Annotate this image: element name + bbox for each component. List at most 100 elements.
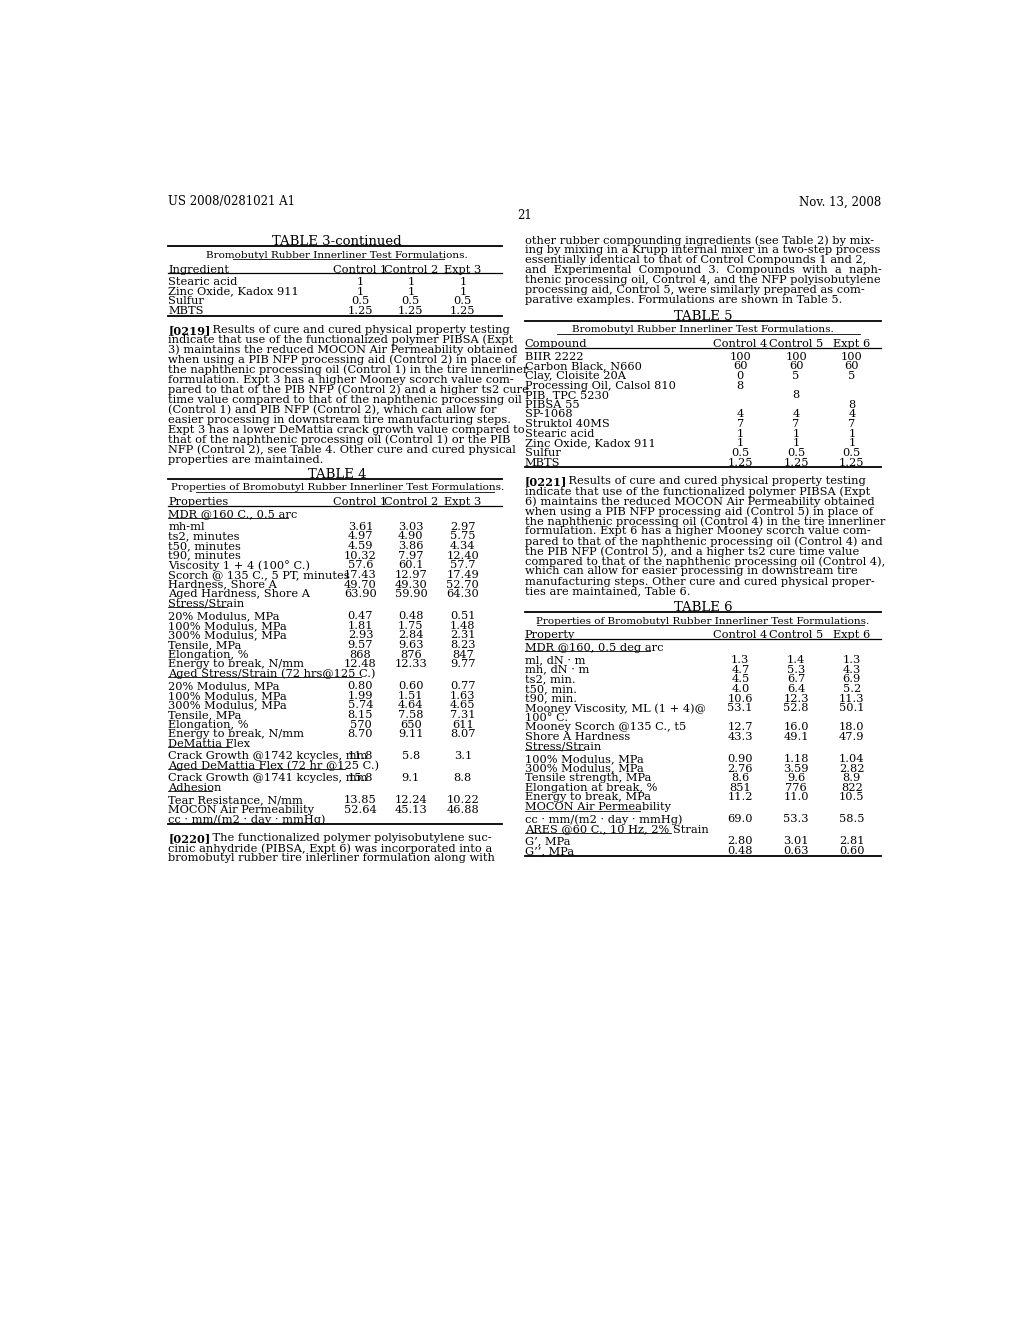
Text: Sulfur: Sulfur: [524, 447, 561, 458]
Text: 18.0: 18.0: [839, 722, 864, 733]
Text: Tensile, MPa: Tensile, MPa: [168, 710, 242, 721]
Text: 3.1: 3.1: [454, 751, 472, 762]
Text: 0.5: 0.5: [401, 296, 420, 306]
Text: Energy to break, N/mm: Energy to break, N/mm: [168, 730, 304, 739]
Text: ties are maintained, Table 6.: ties are maintained, Table 6.: [524, 586, 690, 597]
Text: 11.0: 11.0: [783, 792, 809, 803]
Text: Viscosity 1 + 4 (100° C.): Viscosity 1 + 4 (100° C.): [168, 561, 310, 572]
Text: 15.8: 15.8: [348, 774, 374, 783]
Text: 1: 1: [793, 438, 800, 449]
Text: Tensile, MPa: Tensile, MPa: [168, 640, 242, 649]
Text: 49.1: 49.1: [783, 733, 809, 742]
Text: 60: 60: [845, 362, 859, 371]
Text: Control 5: Control 5: [769, 339, 823, 350]
Text: 3.03: 3.03: [398, 521, 424, 532]
Text: 8.9: 8.9: [843, 774, 861, 783]
Text: 45.13: 45.13: [394, 805, 427, 814]
Text: 2.80: 2.80: [727, 837, 753, 846]
Text: Stress/Strain: Stress/Strain: [168, 599, 245, 609]
Text: 10.32: 10.32: [344, 550, 377, 561]
Text: 57.6: 57.6: [348, 561, 374, 570]
Text: 1.3: 1.3: [843, 655, 861, 665]
Text: Expt 6: Expt 6: [834, 339, 870, 350]
Text: 52.64: 52.64: [344, 805, 377, 814]
Text: 1.18: 1.18: [783, 754, 809, 764]
Text: that of the naphthenic processing oil (Control 1) or the PIB: that of the naphthenic processing oil (C…: [168, 434, 511, 445]
Text: Hardness, Shore A: Hardness, Shore A: [168, 579, 278, 590]
Text: 4: 4: [793, 409, 800, 420]
Text: 4.0: 4.0: [731, 684, 750, 694]
Text: Energy to break, N/mm: Energy to break, N/mm: [168, 659, 304, 669]
Text: manufacturing steps. Other cure and cured physical proper-: manufacturing steps. Other cure and cure…: [524, 577, 874, 586]
Text: 1.4: 1.4: [786, 655, 805, 665]
Text: 9.77: 9.77: [451, 659, 475, 669]
Text: 8.15: 8.15: [348, 710, 374, 721]
Text: 6.7: 6.7: [786, 675, 805, 684]
Text: 17.49: 17.49: [446, 570, 479, 579]
Text: 8: 8: [848, 400, 855, 409]
Text: Bromobutyl Rubber Innerliner Test Formulations.: Bromobutyl Rubber Innerliner Test Formul…: [207, 251, 468, 260]
Text: 2.81: 2.81: [839, 837, 864, 846]
Text: 1.63: 1.63: [451, 690, 475, 701]
Text: Control 1: Control 1: [334, 264, 388, 275]
Text: 6.4: 6.4: [786, 684, 805, 694]
Text: 8.07: 8.07: [451, 730, 475, 739]
Text: 1.25: 1.25: [398, 306, 424, 315]
Text: 8: 8: [793, 391, 800, 400]
Text: 47.9: 47.9: [839, 733, 864, 742]
Text: Control 4: Control 4: [713, 339, 767, 350]
Text: TABLE 6: TABLE 6: [674, 601, 732, 614]
Text: 12.3: 12.3: [783, 693, 809, 704]
Text: 4.5: 4.5: [731, 675, 750, 684]
Text: 1.81: 1.81: [348, 620, 374, 631]
Text: 6.9: 6.9: [843, 675, 861, 684]
Text: 50.1: 50.1: [839, 704, 864, 713]
Text: Energy to break, MPa: Energy to break, MPa: [524, 792, 651, 803]
Text: 0.90: 0.90: [727, 754, 753, 764]
Text: 5.8: 5.8: [401, 751, 420, 762]
Text: 8.8: 8.8: [454, 774, 472, 783]
Text: (Control 1) and PIB NFP (Control 2), which can allow for: (Control 1) and PIB NFP (Control 2), whi…: [168, 405, 497, 416]
Text: 100% Modulus, MPa: 100% Modulus, MPa: [524, 754, 643, 764]
Text: 12.33: 12.33: [394, 659, 427, 669]
Text: Stearic acid: Stearic acid: [524, 429, 594, 438]
Text: 46.88: 46.88: [446, 805, 479, 814]
Text: 53.3: 53.3: [783, 814, 809, 825]
Text: 16.0: 16.0: [783, 722, 809, 733]
Text: Crack Growth @1742 kcycles, mm: Crack Growth @1742 kcycles, mm: [168, 751, 368, 762]
Text: 53.1: 53.1: [727, 704, 753, 713]
Text: 4.65: 4.65: [451, 701, 475, 710]
Text: The functionalized polymer polyisobutylene suc-: The functionalized polymer polyisobutyle…: [198, 833, 492, 843]
Text: and  Experimental  Compound  3.  Compounds  with  a  naph-: and Experimental Compound 3. Compounds w…: [524, 265, 882, 276]
Text: Expt 3 has a lower DeMattia crack growth value compared to: Expt 3 has a lower DeMattia crack growth…: [168, 425, 525, 434]
Text: Expt 3: Expt 3: [444, 498, 481, 507]
Text: 12.40: 12.40: [446, 550, 479, 561]
Text: the naphthenic processing oil (Control 1) in the tire innerliner: the naphthenic processing oil (Control 1…: [168, 364, 528, 375]
Text: SP-1068: SP-1068: [524, 409, 572, 420]
Text: 11.8: 11.8: [348, 751, 374, 762]
Text: 868: 868: [349, 649, 372, 660]
Text: Properties: Properties: [168, 498, 228, 507]
Text: 4.3: 4.3: [843, 665, 861, 675]
Text: 7.58: 7.58: [398, 710, 424, 721]
Text: 851: 851: [729, 783, 752, 793]
Text: 59.90: 59.90: [394, 589, 427, 599]
Text: PIBSA 55: PIBSA 55: [524, 400, 580, 409]
Text: 1.04: 1.04: [839, 754, 864, 764]
Text: 7: 7: [848, 418, 855, 429]
Text: 100° C.: 100° C.: [524, 713, 568, 723]
Text: 100: 100: [841, 351, 863, 362]
Text: 1: 1: [408, 277, 415, 286]
Text: 8.23: 8.23: [451, 640, 475, 649]
Text: 1.75: 1.75: [398, 620, 424, 631]
Text: Control 1: Control 1: [334, 498, 388, 507]
Text: 8: 8: [736, 380, 743, 391]
Text: 0.63: 0.63: [783, 846, 809, 855]
Text: 7: 7: [793, 418, 800, 429]
Text: 1: 1: [793, 429, 800, 438]
Text: 4: 4: [848, 409, 855, 420]
Text: Control 5: Control 5: [769, 631, 823, 640]
Text: Sulfur: Sulfur: [168, 296, 204, 306]
Text: parative examples. Formulations are shown in Table 5.: parative examples. Formulations are show…: [524, 296, 842, 305]
Text: 10.22: 10.22: [446, 795, 479, 805]
